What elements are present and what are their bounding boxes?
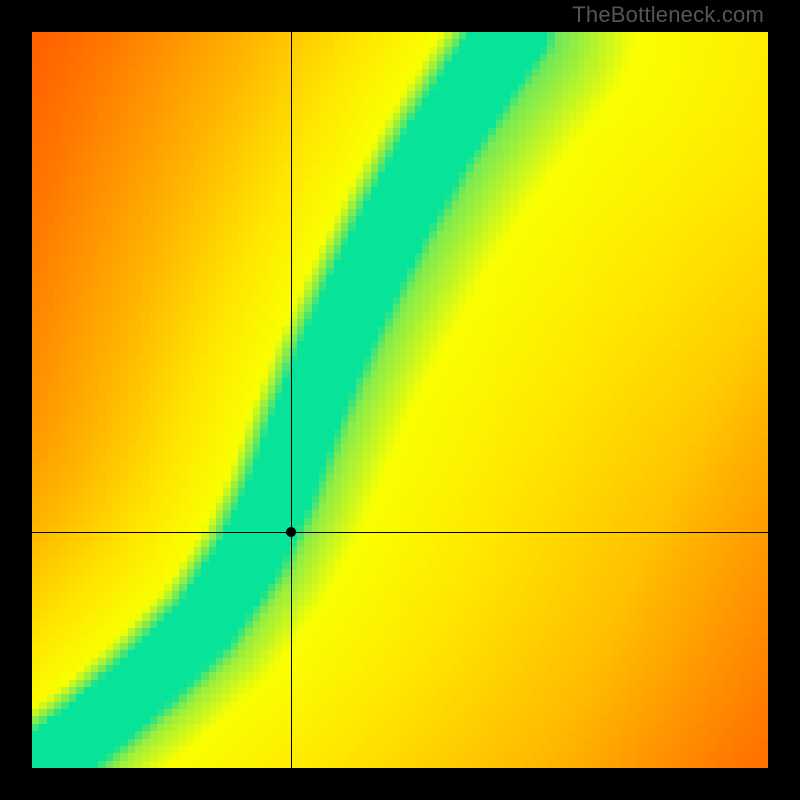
heatmap-plot [32,32,768,768]
heatmap-canvas [32,32,768,768]
watermark-text: TheBottleneck.com [572,2,764,28]
